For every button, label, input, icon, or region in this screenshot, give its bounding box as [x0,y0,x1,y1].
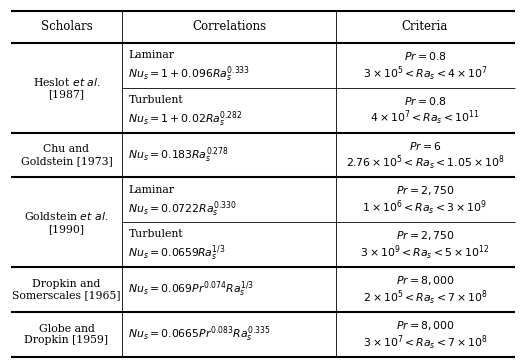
Text: $3\times10^7<Ra_s<7\times10^8$: $3\times10^7<Ra_s<7\times10^8$ [363,333,488,352]
Text: Chu and
Goldstein [1973]: Chu and Goldstein [1973] [20,144,112,166]
Text: $Nu_s=0.0665Pr^{0.083}Ra_s^{0.335}$: $Nu_s=0.0665Pr^{0.083}Ra_s^{0.335}$ [129,325,271,344]
Text: $2.76\times10^5<Ra_s<1.05\times10^8$: $2.76\times10^5<Ra_s<1.05\times10^8$ [345,154,505,172]
Text: Laminar: Laminar [129,185,174,194]
Text: $4\times10^7<Ra_s<10^{11}$: $4\times10^7<Ra_s<10^{11}$ [370,109,480,127]
Text: $Nu_s=0.069Pr^{0.074}Ra_s^{1/3}$: $Nu_s=0.069Pr^{0.074}Ra_s^{1/3}$ [129,280,254,299]
Text: $Nu_s=0.183Ra_s^{0.278}$: $Nu_s=0.183Ra_s^{0.278}$ [129,145,229,165]
Text: $Pr=2,750$: $Pr=2,750$ [395,185,455,197]
Text: $Nu_s=1+0.096Ra_s^{0.333}$: $Nu_s=1+0.096Ra_s^{0.333}$ [129,64,250,84]
Text: $Nu_s=0.0722Ra_s^{0.330}$: $Nu_s=0.0722Ra_s^{0.330}$ [129,199,237,219]
Text: Turbulent: Turbulent [129,95,183,105]
Text: Dropkin and
Somerscales [1965]: Dropkin and Somerscales [1965] [12,279,121,300]
Text: $Pr=0.8$: $Pr=0.8$ [404,50,446,62]
Text: $Pr=0.8$: $Pr=0.8$ [404,95,446,107]
Text: Laminar: Laminar [129,50,174,60]
Text: Goldstein $\it{et\ al.}$
[1990]: Goldstein $\it{et\ al.}$ [1990] [24,210,109,234]
Text: Scholars: Scholars [40,20,92,33]
Text: $1\times10^6<Ra_s<3\times10^9$: $1\times10^6<Ra_s<3\times10^9$ [362,199,488,217]
Text: $Pr=8,000$: $Pr=8,000$ [395,274,455,287]
Text: $Nu_s=0.0659Ra_s^{1/3}$: $Nu_s=0.0659Ra_s^{1/3}$ [129,244,226,264]
Text: $Pr=8,000$: $Pr=8,000$ [395,319,455,332]
Text: Globe and
Dropkin [1959]: Globe and Dropkin [1959] [25,324,109,345]
Text: $Pr=6$: $Pr=6$ [409,140,442,152]
Text: Turbulent: Turbulent [129,229,183,240]
Text: $2\times10^5<Ra_s<7\times10^8$: $2\times10^5<Ra_s<7\times10^8$ [363,288,488,307]
Text: $3\times10^5<Ra_s<4\times10^7$: $3\times10^5<Ra_s<4\times10^7$ [363,64,488,83]
Text: $3\times10^9<Ra_s<5\times10^{12}$: $3\times10^9<Ra_s<5\times10^{12}$ [360,244,490,262]
Text: $Pr=2,750$: $Pr=2,750$ [395,229,455,242]
Text: Heslot $\it{et\ al.}$
[1987]: Heslot $\it{et\ al.}$ [1987] [33,76,100,100]
Text: $Nu_s=1+0.02Ra_s^{0.282}$: $Nu_s=1+0.02Ra_s^{0.282}$ [129,109,243,129]
Text: Criteria: Criteria [402,20,448,33]
Text: Correlations: Correlations [192,20,266,33]
